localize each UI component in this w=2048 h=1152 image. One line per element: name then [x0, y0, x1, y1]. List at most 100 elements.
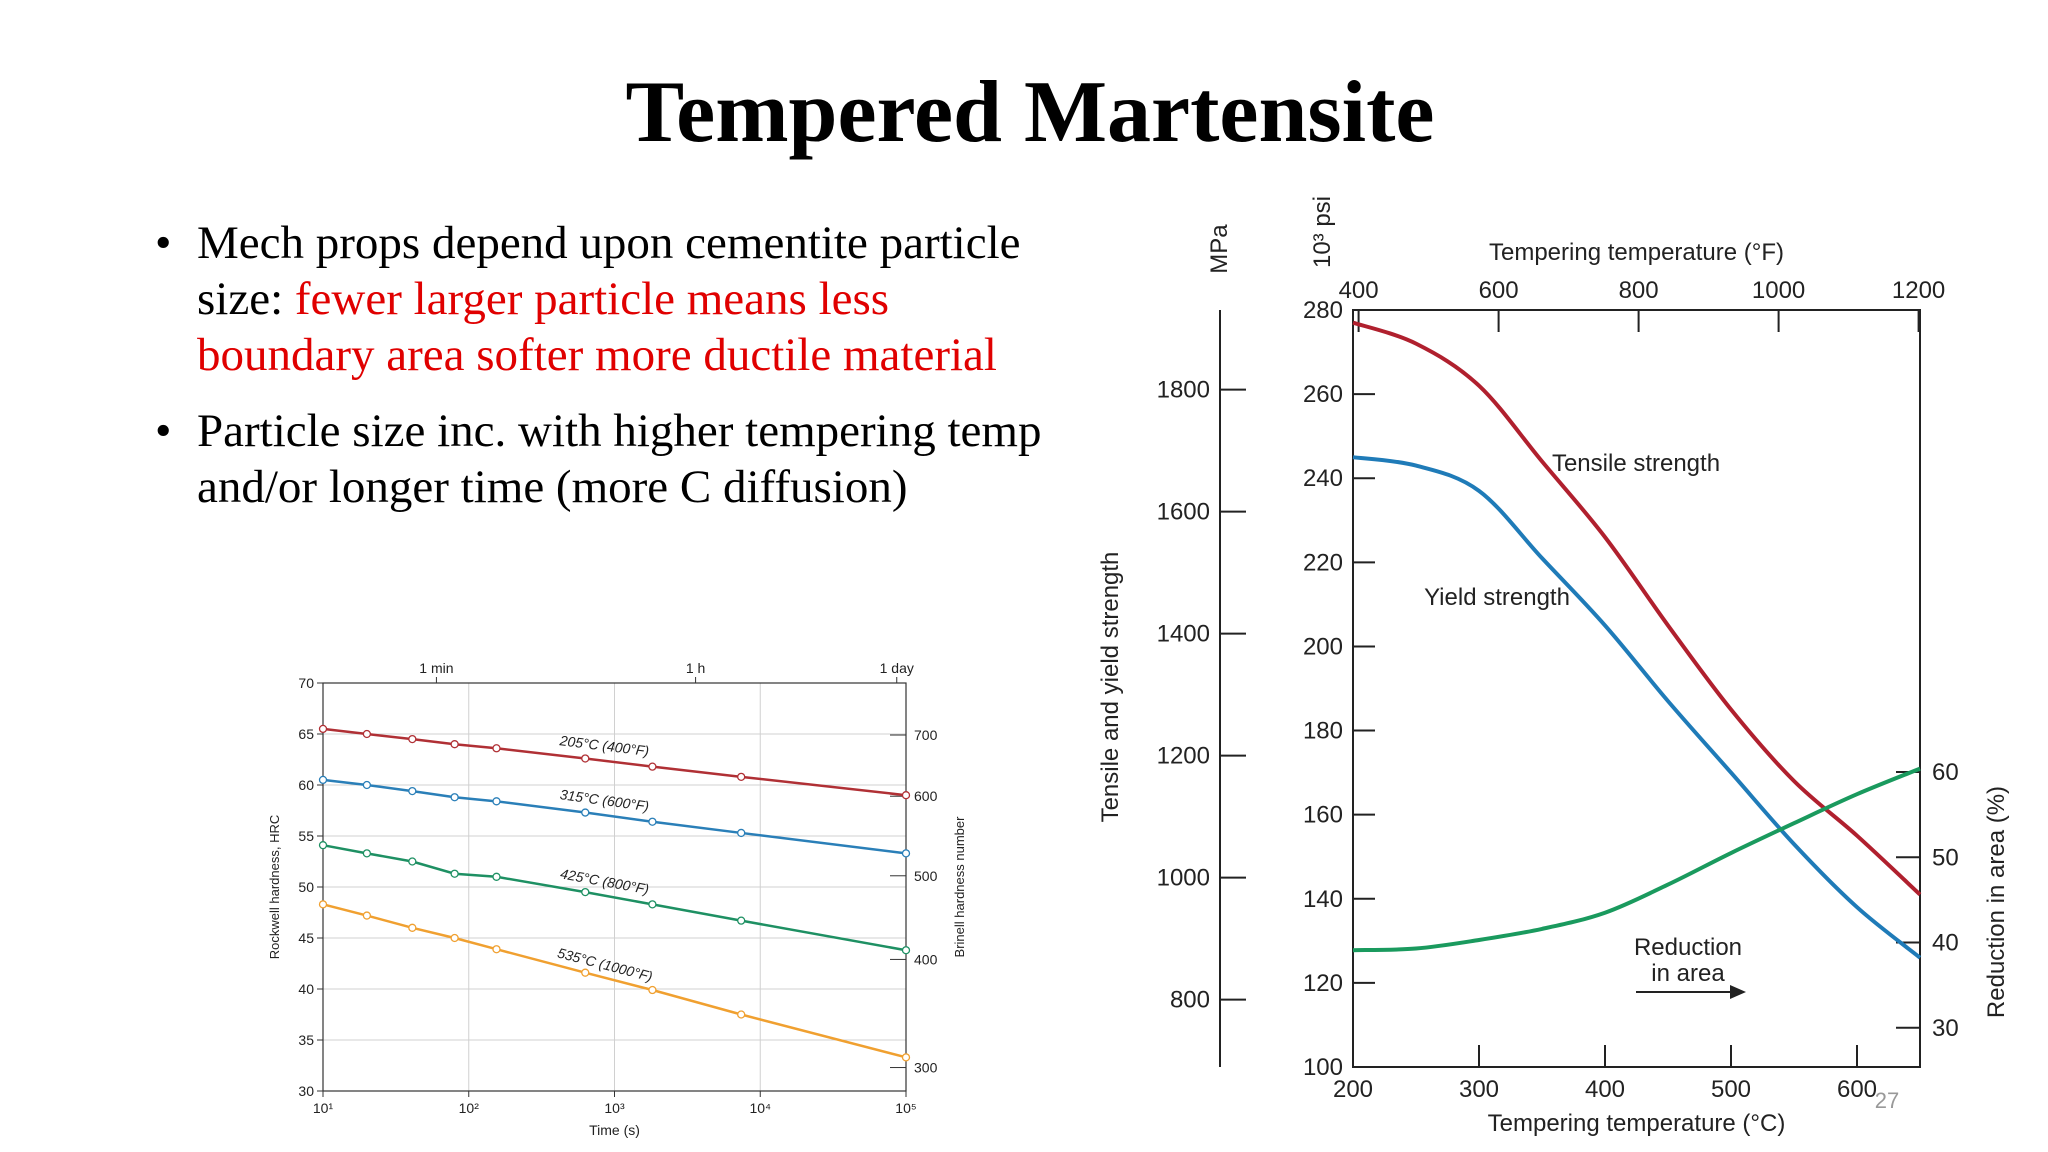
y2-tick-label: 300 — [914, 1060, 938, 1076]
x-tick-label: 500 — [1711, 1076, 1751, 1103]
bullet: Mech props depend upon cementite particl… — [150, 215, 1070, 383]
data-point — [450, 869, 459, 878]
y3-tick-label: 1000 — [1157, 865, 1210, 892]
hardness-chart: 30 35 40 45 50 55 60 65 70 10¹ 10² 10³ 10⁴ 10⁵ 1 min 1 … — [267, 660, 967, 1138]
series-label: 425°C (800°F) — [559, 865, 650, 897]
data-point — [648, 900, 657, 909]
bullet-highlight: fewer larger particle means less boundar… — [197, 273, 997, 381]
y3-tick-label: 1400 — [1157, 621, 1210, 648]
x2-tick-label: 1200 — [1892, 277, 1945, 304]
slide-title: Tempered Martensite — [625, 64, 1435, 161]
data-point — [648, 985, 657, 995]
x-axis-title: Time (s) — [589, 1122, 640, 1138]
y2-tick-label: 30 — [1932, 1015, 1959, 1042]
x-tick-label: 10⁵ — [895, 1100, 916, 1116]
y-tick-label: 45 — [298, 930, 314, 946]
y2-axis-title: Brinell hardness number — [952, 816, 967, 958]
data-point — [648, 817, 657, 826]
x2-tick-label: 1 h — [686, 660, 705, 676]
plot-frame — [322, 682, 907, 1092]
plot-frame — [1352, 309, 1921, 1068]
y2-tick-label: 60 — [1932, 759, 1959, 786]
y-tick-label: 200 — [1303, 633, 1343, 660]
series-label: 205°C (400°F) — [558, 732, 650, 759]
data-point — [362, 780, 372, 790]
data-point — [318, 900, 328, 909]
data-point — [408, 734, 417, 744]
x2-tick-label: 800 — [1619, 277, 1659, 304]
y-tick-label: 260 — [1303, 381, 1343, 408]
y2-tick-label: 700 — [914, 727, 938, 743]
data-point — [901, 946, 911, 955]
x-tick-label: 400 — [1585, 1076, 1625, 1103]
y3-tick-label: 1800 — [1157, 377, 1210, 404]
x2-tick-label: 1000 — [1752, 277, 1805, 304]
y-tick-label: 280 — [1303, 297, 1343, 324]
x2-axis-title: Tempering temperature (°F) — [1489, 239, 1784, 266]
data-point — [450, 793, 459, 802]
y-tick-label: 70 — [298, 675, 314, 691]
x-tick-label: 10³ — [604, 1100, 625, 1116]
data-point — [737, 916, 746, 925]
y-tick-label: 40 — [298, 981, 314, 997]
annotation: Yield strength — [1424, 584, 1570, 611]
data-point — [648, 762, 657, 771]
y2-tick-label: 40 — [1932, 930, 1959, 957]
data-point — [737, 772, 746, 781]
y-tick-label: 220 — [1303, 549, 1343, 576]
data-point — [362, 911, 372, 920]
data-point — [737, 828, 746, 838]
y3-tick-label: 1600 — [1157, 499, 1210, 526]
data-point — [737, 1010, 746, 1019]
x-tick-label: 300 — [1459, 1076, 1499, 1103]
data-point — [318, 724, 328, 734]
y-tick-label: 60 — [298, 777, 314, 793]
data-point — [408, 857, 417, 866]
x2-tick-label: 1 min — [419, 660, 453, 676]
y-tick-label: 55 — [298, 828, 314, 844]
data-point — [450, 740, 459, 749]
data-point — [492, 945, 501, 954]
data-point — [362, 849, 372, 858]
data-point — [318, 841, 328, 850]
annotation: Tensile strength — [1552, 450, 1720, 477]
annotation: in area — [1651, 960, 1725, 987]
data-point — [318, 775, 328, 785]
x-tick-label: 600 — [1837, 1076, 1877, 1103]
y-tick-label: 180 — [1303, 718, 1343, 745]
x-axis-title: Tempering temperature (°C) — [1488, 1110, 1786, 1137]
y-axis-title: Tensile and yield strength — [1097, 552, 1124, 823]
y-tick-label: 30 — [298, 1083, 314, 1099]
y2-axis-title: Reduction in area (%) — [1983, 786, 2010, 1018]
data-point — [581, 808, 590, 817]
data-point — [581, 887, 590, 897]
bullet: Particle size inc. with higher tempering… — [150, 403, 1070, 515]
y-tick-label: 50 — [298, 879, 314, 895]
x2-tick-label: 600 — [1479, 277, 1519, 304]
series-line — [1352, 766, 1921, 953]
y-tick-label: 160 — [1303, 802, 1343, 829]
y3-tick-label: 800 — [1170, 987, 1210, 1014]
bullet-text: Mech props depend upon cementite particl… — [197, 217, 1021, 325]
x-tick-label: 200 — [1333, 1076, 1373, 1103]
data-point — [492, 797, 501, 806]
x2-tick-label: 1 day — [880, 660, 914, 676]
bullet-text: Particle size inc. with higher tempering… — [197, 405, 1042, 513]
x-tick-label: 10⁴ — [749, 1100, 771, 1116]
strength-chart: 200 300 400 500 600 400 600 800 1000 1200 100 120 14… — [1097, 196, 2010, 1137]
y-tick-label: 65 — [298, 726, 314, 742]
y2-tick-label: 600 — [914, 788, 938, 804]
y-axis-title: Rockwell hardness, HRC — [267, 815, 282, 960]
series-line — [1352, 455, 1922, 960]
page-number: 27 — [1875, 1088, 1899, 1113]
data-point — [581, 754, 590, 763]
y-tick-label: 35 — [298, 1032, 314, 1048]
y-tick-label: 120 — [1303, 970, 1343, 997]
data-point — [901, 849, 911, 858]
y2-tick-label: 400 — [914, 951, 938, 967]
x2-tick-label: 400 — [1339, 277, 1379, 304]
y-unit-title: 10³ psi — [1309, 196, 1336, 268]
x-tick-label: 10¹ — [313, 1100, 334, 1116]
